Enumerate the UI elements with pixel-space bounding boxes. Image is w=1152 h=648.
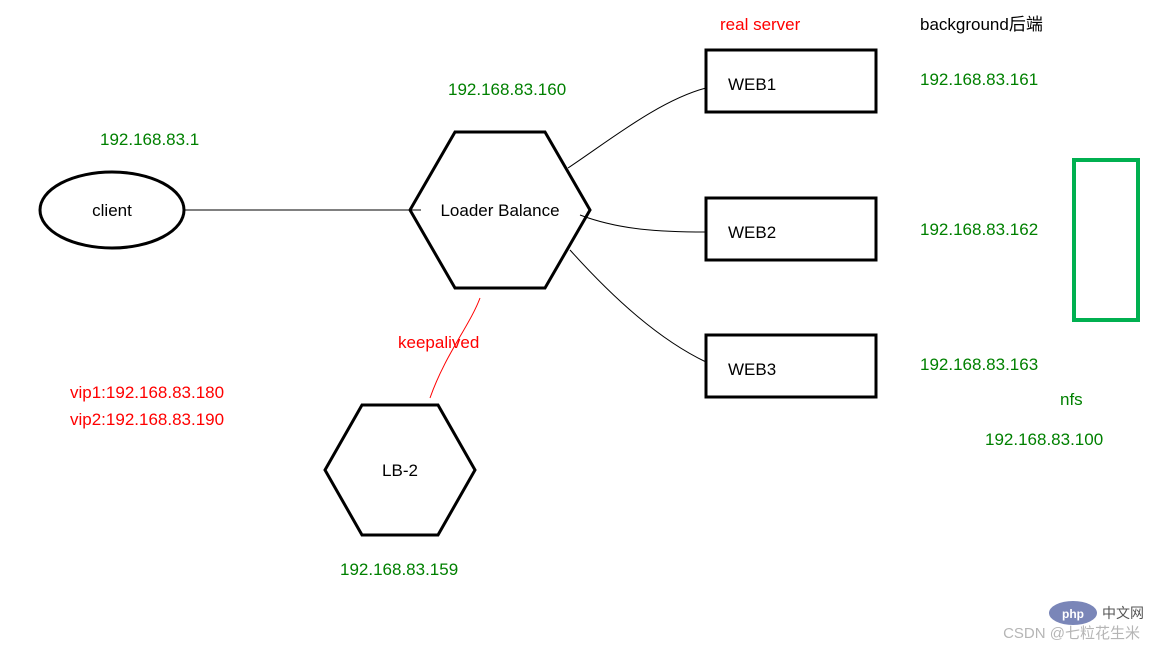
label-vip1: vip1:192.168.83.180 bbox=[70, 383, 224, 402]
node-web3-label: WEB3 bbox=[728, 360, 776, 379]
label-real-server-header: real server bbox=[720, 15, 801, 34]
node-web2-label: WEB2 bbox=[728, 223, 776, 242]
watermark-csdn: CSDN @七粒花生米 bbox=[1003, 625, 1140, 642]
svg-text:中文网: 中文网 bbox=[1102, 605, 1144, 621]
diagram-canvas: client Loader Balance LB-2 WEB1 WEB2 WEB… bbox=[0, 0, 1152, 648]
edge-lb1-web3 bbox=[570, 250, 706, 362]
edge-lb1-web1 bbox=[568, 88, 706, 168]
svg-text:php: php bbox=[1062, 607, 1084, 621]
label-lb1-ip: 192.168.83.160 bbox=[448, 80, 566, 99]
label-lb2-ip: 192.168.83.159 bbox=[340, 560, 458, 579]
watermark-phpcn-badge: php 中文网 bbox=[1049, 601, 1144, 625]
label-vip2: vip2:192.168.83.190 bbox=[70, 410, 224, 429]
label-keepalived: keepalived bbox=[398, 333, 479, 352]
label-background-header: background后端 bbox=[920, 15, 1043, 34]
label-web3-ip: 192.168.83.163 bbox=[920, 355, 1038, 374]
node-nfs bbox=[1074, 160, 1138, 320]
edge-lb1-web2 bbox=[580, 215, 706, 232]
node-lb1-label: Loader Balance bbox=[440, 201, 559, 220]
label-web1-ip: 192.168.83.161 bbox=[920, 70, 1038, 89]
node-web1-label: WEB1 bbox=[728, 75, 776, 94]
label-nfs-ip: 192.168.83.100 bbox=[985, 430, 1103, 449]
label-client-ip: 192.168.83.1 bbox=[100, 130, 199, 149]
label-web2-ip: 192.168.83.162 bbox=[920, 220, 1038, 239]
node-client-label: client bbox=[92, 201, 132, 220]
label-nfs: nfs bbox=[1060, 390, 1083, 409]
node-lb2-label: LB-2 bbox=[382, 461, 418, 480]
